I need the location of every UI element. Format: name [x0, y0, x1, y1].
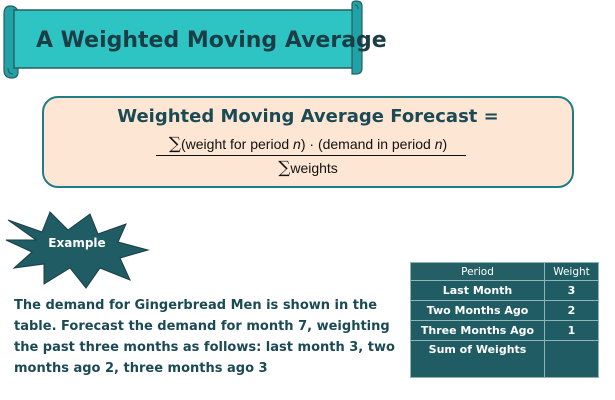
period-cell: Three Months Ago — [410, 320, 545, 341]
weight-cell: 1 — [544, 320, 599, 341]
problem-statement: The demand for Gingerbread Men is shown … — [14, 298, 395, 377]
table-header-row: Period Weight — [410, 262, 599, 281]
table-row: Two Months Ago 2 — [410, 300, 599, 321]
weight-cell: 3 — [544, 280, 599, 301]
period-cell: Sum of Weights — [410, 340, 545, 378]
sum-symbol-denominator: ∑ — [278, 158, 291, 178]
example-burst-icon — [5, 211, 150, 289]
formula-box: Weighted Moving Average Forecast = ∑(wei… — [42, 96, 574, 188]
sum-symbol: ∑ — [168, 134, 181, 154]
table-row: Last Month 3 — [410, 280, 599, 301]
numerator-variable-2: n — [434, 136, 443, 152]
numerator-middle: ) · (demand in period — [300, 136, 431, 152]
weights-table: Period Weight Last Month 3 Two Months Ag… — [410, 262, 599, 378]
formula-denominator: ∑weights — [44, 158, 572, 178]
title-banner — [3, 0, 363, 79]
weight-cell: 2 — [544, 300, 599, 321]
formula-numerator: ∑(weight for period n) · (demand in peri… — [44, 134, 572, 154]
formula-title: Weighted Moving Average Forecast = — [117, 106, 499, 127]
period-cell: Last Month — [410, 280, 545, 301]
header-weight: Weight — [544, 262, 599, 281]
numerator-end: ) — [442, 136, 448, 152]
weight-cell — [544, 340, 599, 378]
header-period: Period — [410, 262, 545, 281]
table-row: Three Months Ago 1 — [410, 320, 599, 341]
banner-title: A Weighted Moving Average — [36, 28, 387, 53]
fraction-line — [156, 155, 466, 156]
denominator-text: weights — [290, 160, 338, 176]
numerator-text: (weight for period — [180, 136, 290, 152]
numerator-variable: n — [293, 136, 301, 152]
example-label: Example — [48, 236, 106, 250]
period-cell: Two Months Ago — [410, 300, 545, 321]
sum-row: Sum of Weights — [410, 340, 599, 378]
